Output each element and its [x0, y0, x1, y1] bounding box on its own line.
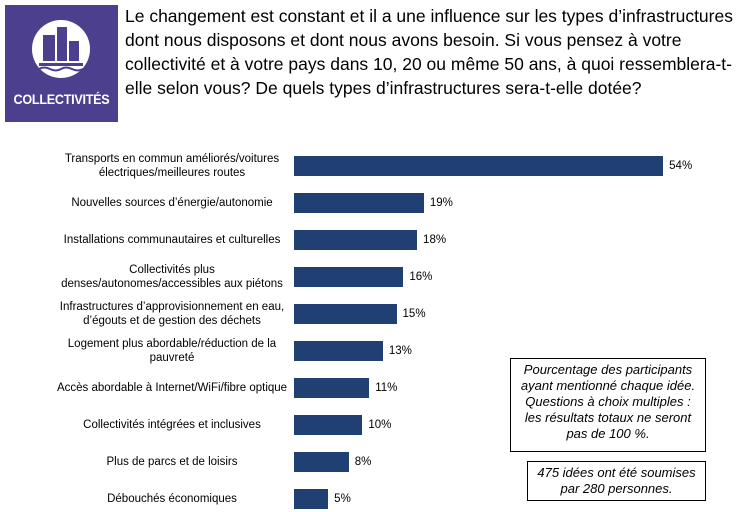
- value-label: 10%: [368, 419, 392, 431]
- bar: [294, 267, 404, 287]
- bar: [294, 489, 329, 509]
- bar: [294, 193, 424, 213]
- bar: [294, 378, 370, 398]
- category-label: Collectivités plus denses/autonomes/acce…: [61, 264, 283, 290]
- badge: COLLECTIVITÉS: [5, 5, 118, 122]
- value-label: 19%: [429, 197, 453, 209]
- badge-label: COLLECTIVITÉS: [13, 91, 110, 107]
- bar: [294, 230, 418, 250]
- bar: [294, 304, 397, 324]
- bar: [294, 415, 363, 435]
- bar: [294, 452, 349, 472]
- value-label: 15%: [402, 308, 426, 320]
- annotation: 475 idées ont été soumises par 280 perso…: [527, 461, 706, 501]
- category-label: Logement plus abordable/réduction de la …: [67, 338, 277, 364]
- category-label: Infrastructures d’approvisionnement en e…: [59, 301, 285, 327]
- category-label: Accès abordable à Internet/WiFi/fibre op…: [56, 382, 288, 394]
- bar: [294, 341, 383, 361]
- category-label: Nouvelles sources d’énergie/autonomie: [71, 197, 273, 209]
- badge-icon: [32, 20, 90, 78]
- value-label: 16%: [409, 271, 433, 283]
- value-label: 11%: [375, 382, 398, 394]
- category-label: Transports en commun améliorés/voitures …: [64, 153, 280, 179]
- value-label: 13%: [388, 345, 412, 357]
- value-label: 54%: [669, 160, 693, 172]
- value-label: 18%: [423, 234, 447, 246]
- category-label: Débouchés économiques: [107, 493, 237, 505]
- category-label: Installations communautaires et culturel…: [63, 234, 281, 246]
- value-label: 5%: [334, 493, 351, 505]
- value-label: 8%: [354, 456, 372, 468]
- annotation: Pourcentage des participants ayant menti…: [510, 358, 706, 452]
- question: Le changement est constant et il a une i…: [125, 6, 733, 98]
- category-label: Collectivités intégrées et inclusives: [83, 419, 261, 431]
- category-label: Plus de parcs et de loisirs: [106, 456, 238, 468]
- bar: [294, 156, 664, 176]
